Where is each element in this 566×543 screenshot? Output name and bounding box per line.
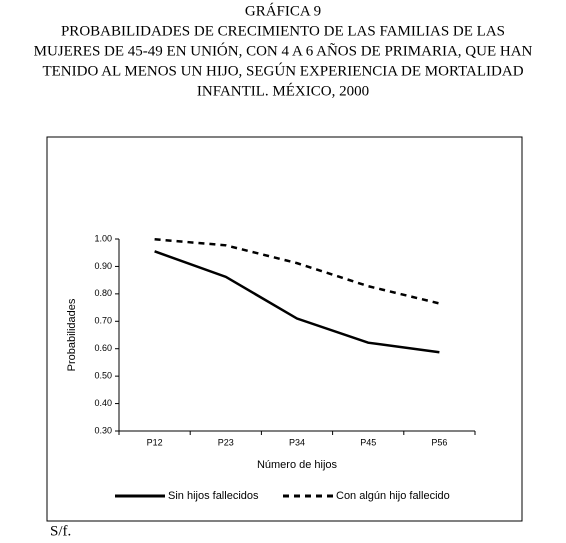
chart-title: MUJERES DE 45-49 EN UNIÓN, CON 4 A 6 AÑO… [34,42,533,59]
y-tick-label: 0.80 [94,288,112,298]
y-tick-label: 0.60 [94,343,112,353]
legend-label: Sin hijos fallecidos [168,490,259,502]
y-tick-label: 0.90 [94,261,112,271]
y-tick-label: 0.50 [94,371,112,381]
y-tick-label: 0.40 [94,398,112,408]
y-axis-label: Probabilidades [66,298,78,371]
x-tick-label: P45 [360,437,376,447]
chart-title: INFANTIL. MÉXICO, 2000 [197,82,369,99]
footnote: S/f. [50,523,71,539]
x-tick-label: P23 [218,437,234,447]
chart-title: GRÁFICA 9 [245,2,321,19]
x-tick-label: P12 [147,437,163,447]
series-line [154,250,440,354]
legend-label: Con algún hijo fallecido [336,490,450,502]
x-tick-label: P34 [289,437,305,447]
x-tick-label: P56 [431,437,447,447]
y-tick-label: 0.70 [94,316,112,326]
series-line [154,238,440,305]
y-tick-label: 0.30 [94,425,112,435]
chart-frame [46,136,523,522]
x-axis-label: Número de hijos [257,459,338,471]
y-tick-label: 1.00 [94,233,112,243]
chart-title: PROBABILIDADES DE CRECIMIENTO DE LAS FAM… [61,23,505,39]
chart-title: TENIDO AL MENOS UN HIJO, SEGÚN EXPERIENC… [42,62,523,79]
